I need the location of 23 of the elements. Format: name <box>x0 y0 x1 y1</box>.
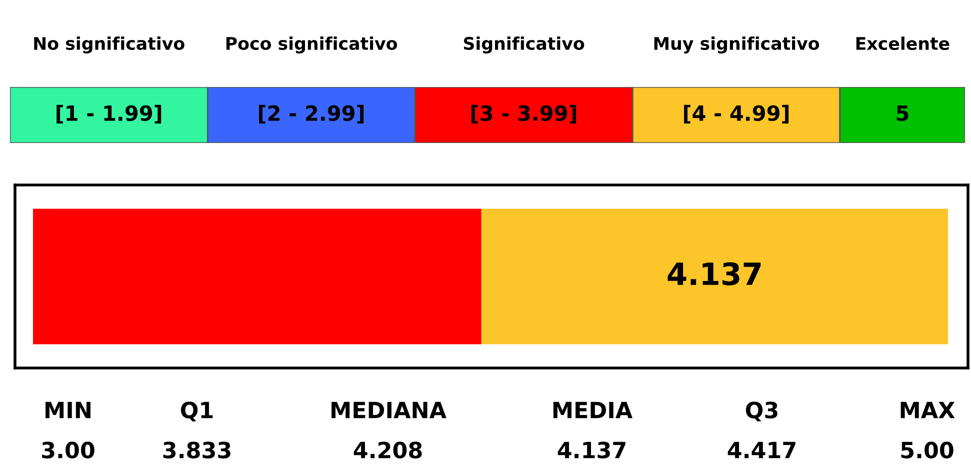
annotation: 5 <box>896 106 908 122</box>
text: MEDIA <box>553 402 632 418</box>
annotation: [3 - 3.99] <box>472 104 576 124</box>
series-label: No significativo <box>34 36 184 54</box>
text: 5.00 <box>901 442 954 458</box>
annotation: [4 - 4.99] <box>684 104 789 124</box>
text: 3.00 <box>42 442 94 458</box>
annotation: 4.137 <box>668 262 761 286</box>
annotation: [2 - 2.99] <box>259 104 364 124</box>
annotation: [1 - 1.99] <box>56 104 162 124</box>
text: MIN <box>46 402 90 418</box>
text: 4.417 <box>728 442 796 458</box>
text: Q3 <box>746 402 778 422</box>
text: 4.208 <box>354 442 422 458</box>
text: MEDIANA <box>332 402 446 418</box>
text: 4.137 <box>558 442 626 458</box>
text: Q1 <box>180 402 213 422</box>
text: 3.833 <box>163 442 230 458</box>
series-label: Poco significativo <box>226 36 398 54</box>
text: Excelente <box>856 36 950 50</box>
text: MAX <box>900 402 955 418</box>
series-label: Significativo <box>464 36 584 54</box>
series-label: Muy significativo <box>654 36 820 54</box>
